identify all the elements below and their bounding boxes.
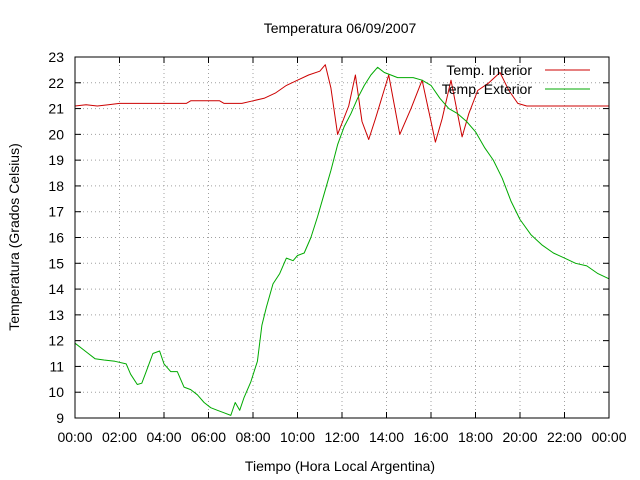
y-tick-label: 19 — [48, 152, 64, 168]
chart-title: Temperatura 06/09/2007 — [264, 20, 417, 36]
x-tick-label: 14:00 — [369, 429, 404, 445]
y-tick-label: 12 — [48, 333, 64, 349]
x-tick-label: 16:00 — [413, 429, 448, 445]
x-tick-label: 06:00 — [191, 429, 226, 445]
y-tick-label: 21 — [48, 101, 64, 117]
y-tick-label: 15 — [48, 255, 64, 271]
tick-layer: 9 10 11 12 13 14 15 16 17 18 19 20 21 22 23 00:00 02:00 0… — [48, 49, 626, 445]
x-tick-label: 00:00 — [591, 429, 626, 445]
series-layer — [74, 64, 610, 416]
y-tick-label: 13 — [48, 307, 64, 323]
x-tick-label: 08:00 — [235, 429, 270, 445]
x-tick-label: 10:00 — [280, 429, 315, 445]
x-tick-label: 00:00 — [57, 429, 92, 445]
gridlines — [75, 57, 609, 418]
legend: Temp. Interior Temp. Exterior — [442, 62, 590, 97]
series-line-exterior — [74, 66, 610, 416]
y-tick-label: 16 — [48, 230, 64, 246]
x-tick-label: 18:00 — [458, 429, 493, 445]
y-tick-label: 14 — [48, 281, 64, 297]
y-axis-label: Temperatura (Grados Celsius) — [6, 143, 22, 331]
y-tick-label: 11 — [49, 358, 64, 374]
x-tick-label: 12:00 — [324, 429, 359, 445]
x-axis-label: Tiempo (Hora Local Argentina) — [245, 458, 435, 474]
y-tick-label: 10 — [48, 384, 64, 400]
y-tick-label: 18 — [48, 178, 64, 194]
y-tick-label: 9 — [56, 410, 64, 426]
x-tick-label: 02:00 — [102, 429, 137, 445]
legend-label-interior: Temp. Interior — [446, 62, 532, 78]
x-tick-label: 20:00 — [502, 429, 537, 445]
x-tick-label: 22:00 — [547, 429, 582, 445]
legend-label-exterior: Temp. Exterior — [442, 81, 533, 97]
y-tick-label: 20 — [48, 126, 64, 142]
y-tick-label: 17 — [48, 204, 64, 220]
y-tick-label: 23 — [48, 49, 64, 65]
x-tick-label: 04:00 — [146, 429, 181, 445]
series-line-interior — [74, 64, 609, 143]
y-tick-label: 22 — [48, 75, 64, 91]
